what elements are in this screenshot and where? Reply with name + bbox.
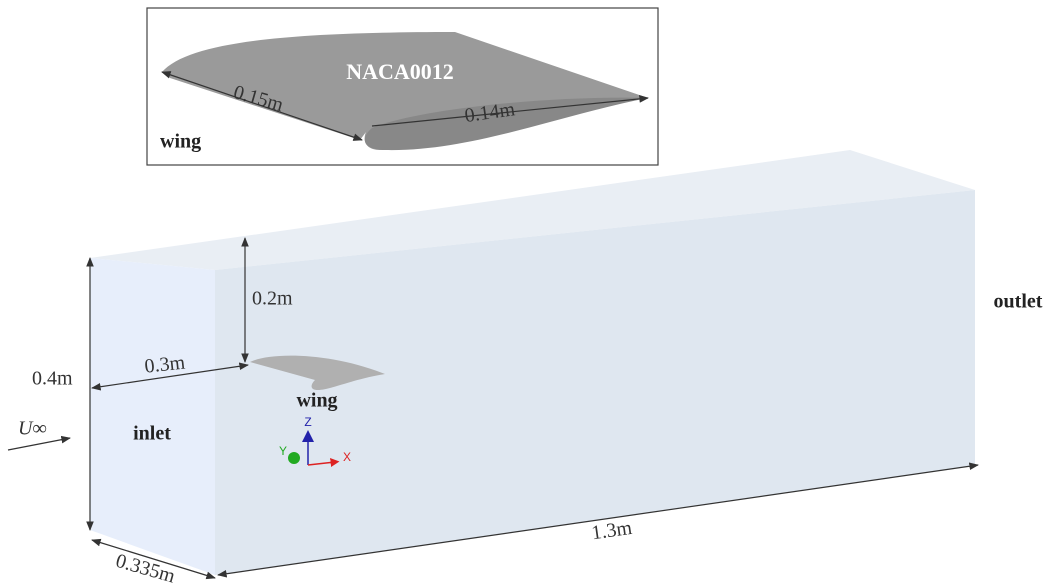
height: 0.4m (32, 368, 73, 390)
axis-z: Z (304, 415, 311, 429)
axis-x: X (343, 450, 351, 464)
inlet-label: inlet (133, 423, 171, 445)
inset: NACA0012 wing 0.15m 0.14m (147, 8, 658, 165)
axis-y: Y (279, 444, 287, 458)
inlet-face (90, 258, 215, 575)
height-above-wing: 0.2m (252, 288, 293, 310)
inset-title: NACA0012 (346, 59, 454, 84)
inset-label: wing (160, 131, 201, 153)
inlet-to-wing: 0.3m (144, 351, 187, 377)
diagram: NACA0012 wing 0.15m 0.14m 0.2m 0.3m 0.4m… (0, 0, 1053, 588)
outlet-label: outlet (994, 291, 1043, 313)
wing-label: wing (296, 390, 337, 412)
length: 1.3m (590, 517, 634, 544)
freestream: U∞ (18, 418, 47, 440)
domain: 0.2m 0.3m 0.4m wing inlet outlet U∞ 1.3m… (8, 150, 1043, 588)
